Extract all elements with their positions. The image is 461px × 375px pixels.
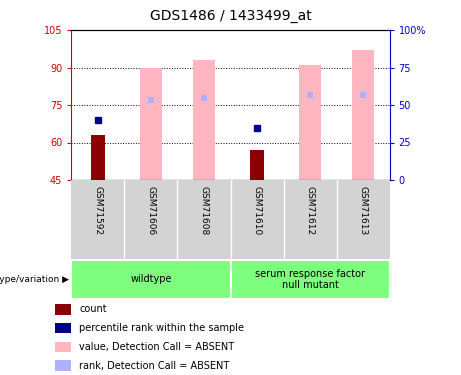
Bar (299, 65, 320, 180)
Bar (91, 135, 105, 180)
FancyBboxPatch shape (71, 260, 230, 299)
Text: value, Detection Call = ABSENT: value, Detection Call = ABSENT (79, 342, 234, 352)
Text: GSM71608: GSM71608 (200, 186, 208, 236)
Bar (55, 304, 71, 315)
Text: GSM71613: GSM71613 (359, 186, 367, 236)
Text: genotype/variation ▶: genotype/variation ▶ (0, 275, 69, 284)
Text: count: count (79, 304, 107, 314)
Bar (250, 150, 264, 180)
Text: wildtype: wildtype (130, 274, 172, 284)
Text: GSM71606: GSM71606 (147, 186, 155, 236)
Text: GSM71610: GSM71610 (253, 186, 261, 236)
FancyBboxPatch shape (230, 260, 390, 299)
Text: GSM71612: GSM71612 (306, 186, 314, 236)
Text: GSM71592: GSM71592 (94, 186, 102, 236)
Text: GDS1486 / 1433499_at: GDS1486 / 1433499_at (150, 9, 311, 23)
Bar (193, 60, 214, 180)
Bar (55, 360, 71, 371)
Text: serum response factor
null mutant: serum response factor null mutant (255, 268, 365, 290)
Bar (140, 68, 161, 180)
Bar (352, 50, 373, 180)
Text: rank, Detection Call = ABSENT: rank, Detection Call = ABSENT (79, 361, 230, 370)
Bar (55, 323, 71, 333)
Text: percentile rank within the sample: percentile rank within the sample (79, 323, 244, 333)
Bar (55, 342, 71, 352)
